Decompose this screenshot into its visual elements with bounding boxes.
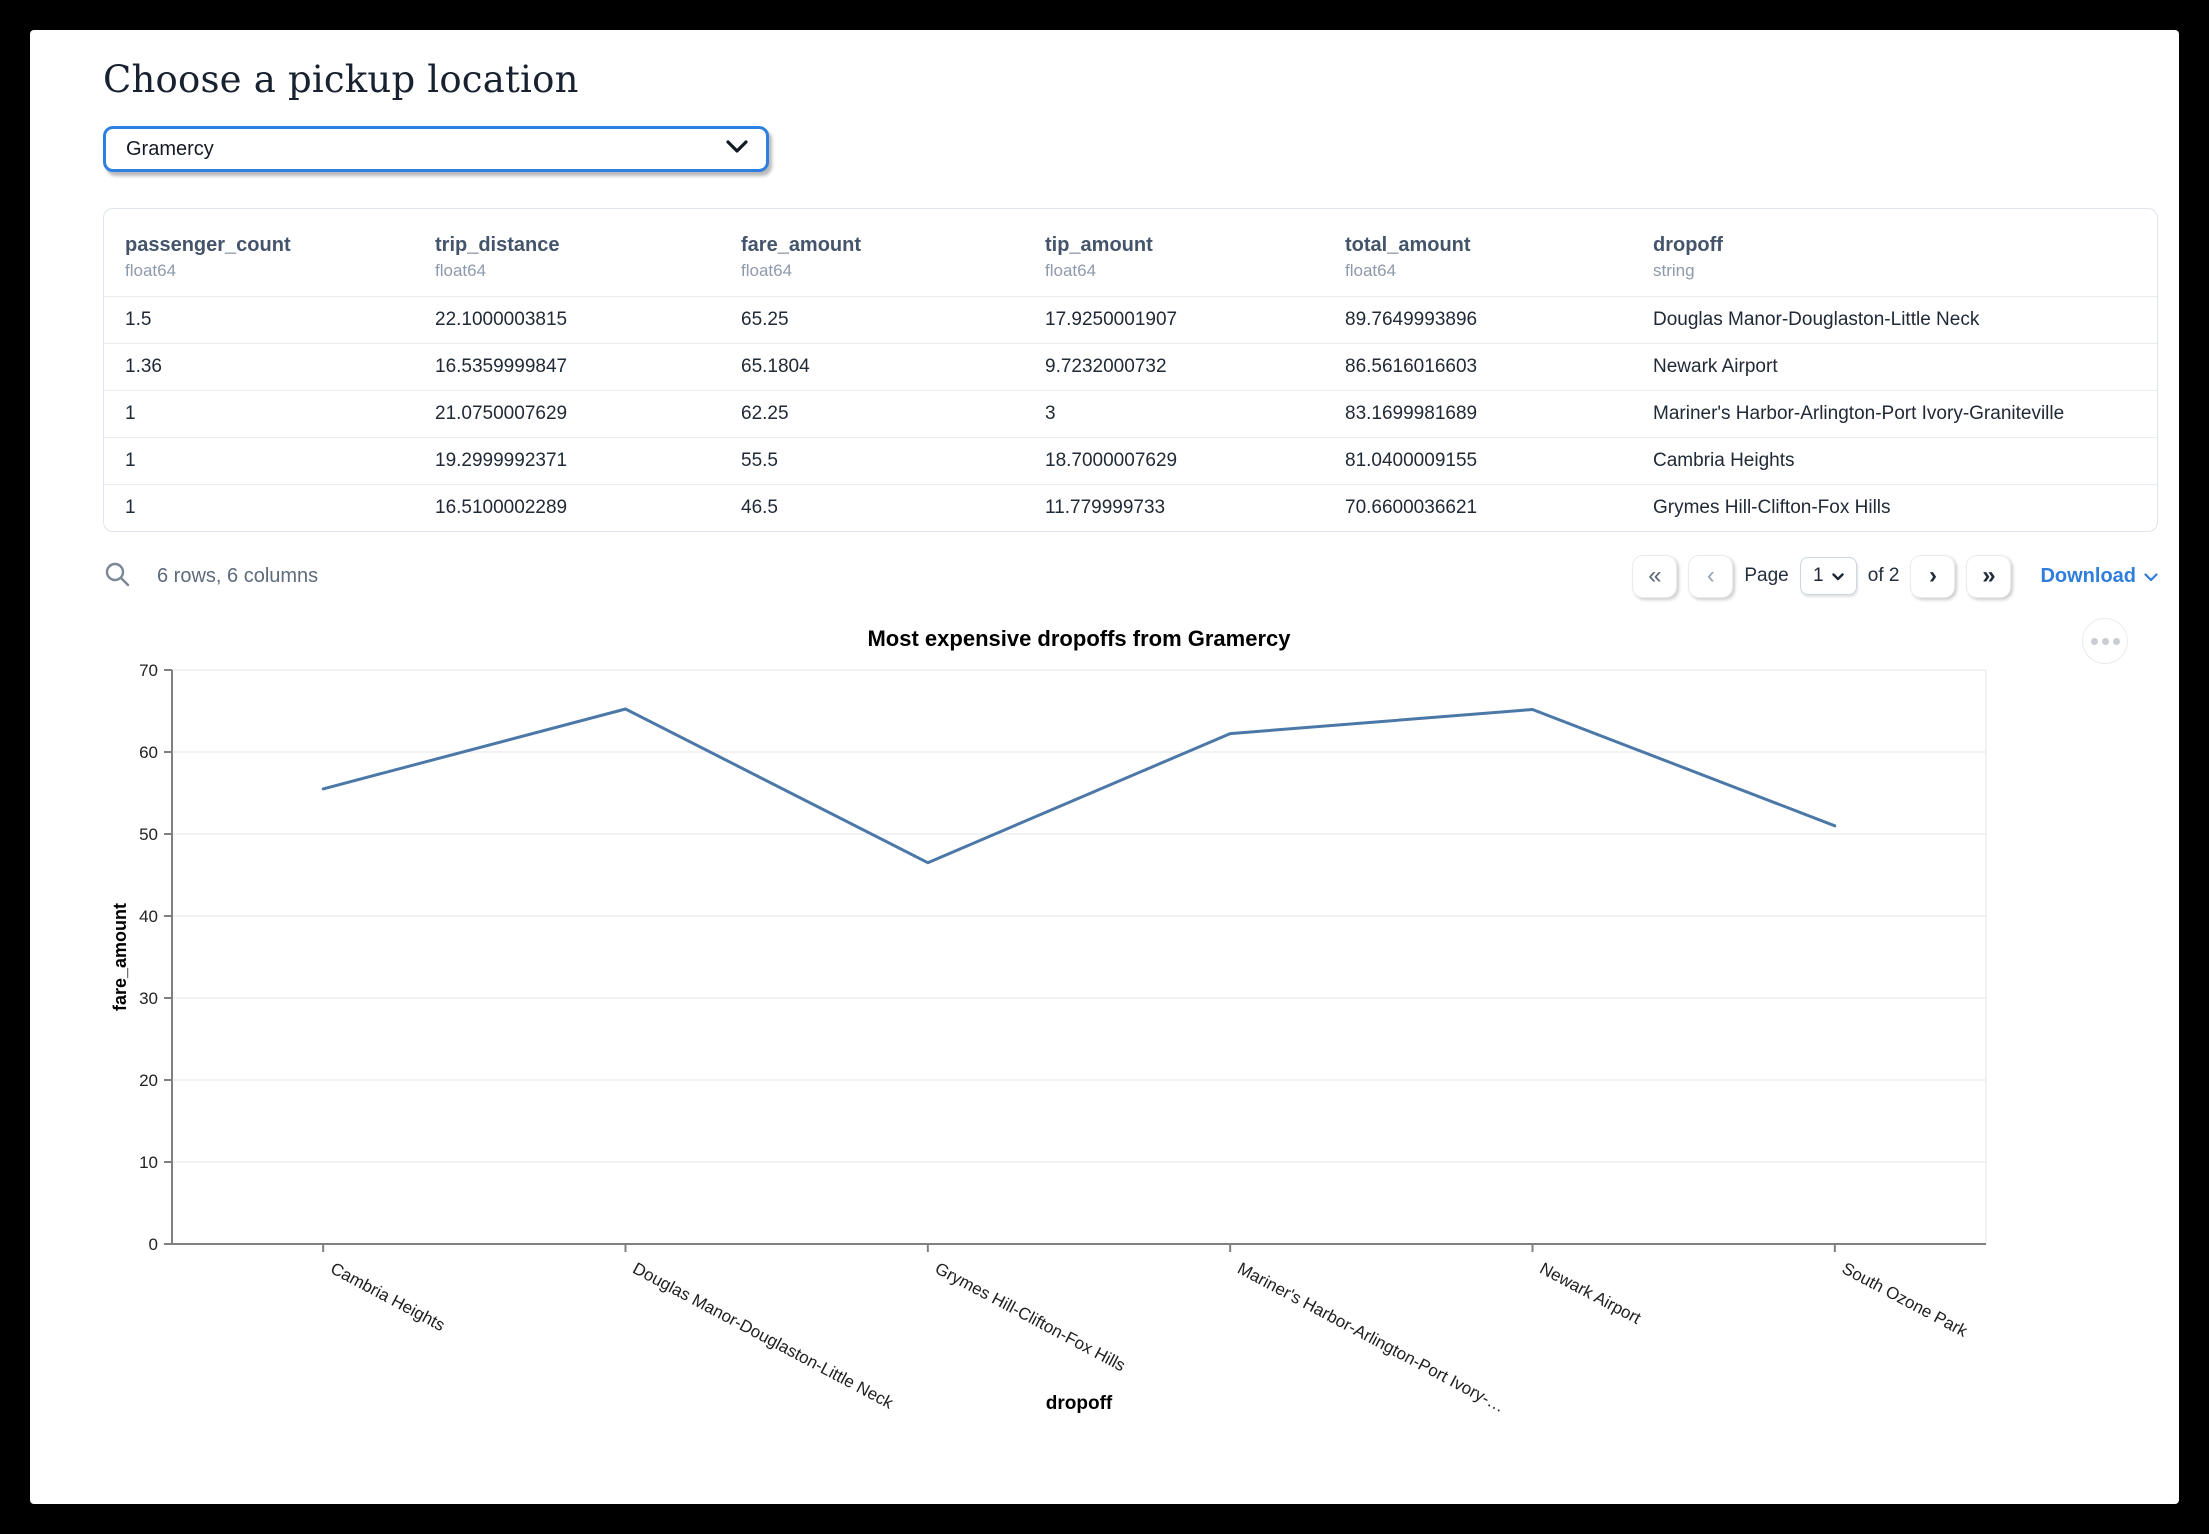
- table-row: 1.5 22.1000003815 65.25 17.9250001907 89.764…: [104, 296, 2157, 343]
- x-tick-label: Grymes Hill-Clifton-Fox Hills: [932, 1259, 1129, 1376]
- page-number-value: 1: [1812, 565, 1824, 586]
- table-cell: 11.779999733: [1045, 497, 1166, 518]
- first-page-button[interactable]: «: [1632, 554, 1678, 598]
- table-cell: Mariner's Harbor-Arlington-Port Ivory-Gr…: [1653, 403, 2065, 424]
- table-cell: 18.7000007629: [1045, 450, 1178, 471]
- column-type: float64: [741, 261, 793, 280]
- column-header-tip_amount[interactable]: tip_amount float64: [1045, 234, 1345, 281]
- table-row: 1 16.5100002289 46.5 11.779999733 70.6600036…: [104, 484, 2157, 531]
- table-row: 1 19.2999992371 55.5 18.7000007629 81.040000…: [104, 437, 2157, 484]
- download-button[interactable]: Download: [2040, 565, 2158, 588]
- table-cell: Cambria Heights: [1653, 450, 1795, 471]
- download-label: Download: [2040, 564, 2136, 587]
- column-name: passenger_count: [125, 234, 291, 256]
- table-cell: 55.5: [741, 450, 778, 471]
- table-cell: 1: [125, 403, 136, 424]
- table-cell: 21.0750007629: [435, 403, 568, 424]
- table-cell: 1.36: [125, 356, 162, 377]
- y-tick-label: 0: [149, 1235, 158, 1254]
- y-tick-label: 50: [139, 825, 158, 844]
- last-page-button[interactable]: »: [1966, 554, 2012, 598]
- previous-page-button[interactable]: ‹: [1688, 554, 1734, 598]
- table-cell: 16.5359999847: [435, 356, 568, 377]
- x-tick-label: Cambria Heights: [327, 1259, 448, 1335]
- table-cell: 16.5100002289: [435, 497, 568, 518]
- y-tick-label: 70: [139, 661, 158, 680]
- table-cell: 19.2999992371: [435, 450, 568, 471]
- column-name: total_amount: [1345, 234, 1471, 256]
- table-cell: 17.9250001907: [1045, 309, 1178, 330]
- chevron-down-icon: [1831, 565, 1844, 587]
- table-cell: 3: [1045, 403, 1056, 424]
- column-header-total_amount[interactable]: total_amount float64: [1345, 234, 1653, 281]
- column-type: float64: [1045, 261, 1097, 280]
- chart-section: Most expensive dropoffs from Gramercy 0 1…: [30, 618, 2179, 1471]
- x-tick-label: South Ozone Park: [1839, 1259, 1971, 1341]
- x-tick-label: Mariner's Harbor-Arlington-Port Ivory-…: [1234, 1259, 1508, 1417]
- chevron-down-icon: [2144, 565, 2158, 588]
- table-row: 1.36 16.5359999847 65.1804 9.7232000732 86.5…: [104, 343, 2157, 390]
- table-cell: 65.25: [741, 309, 789, 330]
- table-cell: 81.0400009155: [1345, 450, 1478, 471]
- table-cell: Newark Airport: [1653, 356, 1778, 377]
- chart-title: Most expensive dropoffs from Gramercy: [867, 626, 1291, 651]
- table-cell: 1.5: [125, 309, 152, 330]
- column-header-fare_amount[interactable]: fare_amount float64: [741, 234, 1045, 281]
- pickup-location-select[interactable]: Gramercy: [103, 126, 769, 172]
- chart-line: [321, 707, 1837, 865]
- table-cell: 1: [125, 450, 136, 471]
- page-label: Page: [1744, 565, 1789, 586]
- column-name: fare_amount: [741, 234, 862, 256]
- table-cell: 9.7232000732: [1045, 356, 1167, 377]
- table-summary: 6 rows, 6 columns: [157, 564, 319, 587]
- column-type: float64: [125, 261, 177, 280]
- next-page-button[interactable]: ›: [1910, 554, 1956, 598]
- column-header-passenger_count[interactable]: passenger_count float64: [104, 234, 435, 281]
- x-axis-title: dropoff: [1046, 1393, 1113, 1414]
- table-cell: Douglas Manor-Douglaston-Little Neck: [1653, 309, 1980, 330]
- y-tick-label: 60: [139, 743, 158, 762]
- column-type: float64: [1345, 261, 1397, 280]
- chevron-down-icon: [726, 140, 748, 158]
- table-cell: 89.7649993896: [1345, 309, 1478, 330]
- table-cell: 22.1000003815: [435, 309, 568, 330]
- x-tick-label: Douglas Manor-Douglaston-Little Neck: [630, 1259, 897, 1413]
- column-name: trip_distance: [435, 234, 560, 256]
- pickup-location-value: Gramercy: [126, 137, 214, 160]
- table-cell: 62.25: [741, 403, 789, 424]
- table-cell: 65.1804: [741, 356, 810, 377]
- column-header-trip_distance[interactable]: trip_distance float64: [435, 234, 741, 281]
- table-row: 1 21.0750007629 62.25 3 83.1699981689 Mariner…: [104, 390, 2157, 437]
- y-tick-label: 30: [139, 989, 158, 1008]
- fare-amount-line-chart: 0 10 20 30 40 50 60 70 Cambria Heights Douglas Ma…: [110, 661, 1987, 1417]
- table-cell: Grymes Hill-Clifton-Fox Hills: [1653, 497, 1891, 518]
- y-tick-label: 20: [139, 1071, 158, 1090]
- table-cell: 86.5616016603: [1345, 356, 1478, 377]
- column-header-dropoff[interactable]: dropoff string: [1653, 234, 2157, 281]
- page-total-label: of 2: [1867, 565, 1900, 586]
- table-body: 1.5 22.1000003815 65.25 17.9250001907 89.764…: [104, 296, 2157, 531]
- y-tick-label: 40: [139, 907, 158, 926]
- column-type: string: [1653, 261, 1695, 280]
- app-page: Choose a pickup location Gramercy passen…: [30, 30, 2179, 1504]
- table-cell: 83.1699981689: [1345, 403, 1478, 424]
- pagination: « ‹ Page 1 of 2 › » Download: [1632, 554, 2158, 598]
- table-cell: 46.5: [741, 497, 778, 518]
- table-footer: 6 rows, 6 columns « ‹ Page 1 of 2 › » Do…: [103, 552, 2158, 600]
- page-title: Choose a pickup location: [103, 58, 579, 101]
- column-name: tip_amount: [1045, 234, 1153, 256]
- y-axis-title: fare_amount: [110, 903, 130, 1011]
- column-name: dropoff: [1653, 234, 1723, 256]
- page-number-select[interactable]: 1: [1799, 557, 1857, 595]
- search-icon[interactable]: [103, 560, 131, 593]
- table-cell: 1: [125, 497, 136, 518]
- x-tick-label: Newark Airport: [1537, 1259, 1645, 1328]
- ellipsis-icon: [2090, 637, 2098, 645]
- table-cell: 70.6600036621: [1345, 497, 1478, 518]
- chart-menu-button[interactable]: [2082, 618, 2128, 664]
- y-tick-label: 10: [139, 1153, 158, 1172]
- column-type: float64: [435, 261, 487, 280]
